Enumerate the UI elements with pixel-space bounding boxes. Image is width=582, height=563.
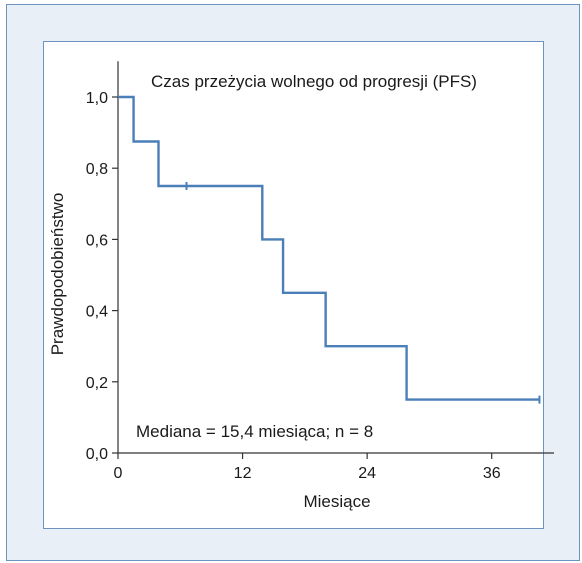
figure-outer-frame [6, 4, 580, 561]
y-axis-title: Prawdopodobieństwo [48, 193, 67, 356]
x-tick-label: 0 [114, 465, 123, 482]
y-tick-label: 0,0 [86, 446, 108, 463]
x-ticks: 0 12 24 36 [114, 453, 501, 482]
axes [117, 61, 554, 454]
y-tick-label: 0,8 [86, 161, 108, 178]
y-ticks: 0,0 0,2 0,4 0,6 0,8 1,0 [86, 90, 118, 463]
x-axis-title: Miesiące [303, 492, 370, 511]
y-tick-label: 0,6 [86, 232, 108, 249]
y-tick-label: 0,4 [86, 304, 108, 321]
censor-marks [185, 182, 541, 404]
x-tick-label: 24 [358, 465, 376, 482]
median-annotation: Mediana = 15,4 miesiąca; n = 8 [136, 422, 373, 441]
x-tick-label: 36 [483, 465, 501, 482]
km-survival-curve [118, 95, 540, 401]
chart-title: Czas przeżycia wolnego od progresji (PFS… [151, 72, 477, 91]
figure-inner-panel [43, 41, 544, 529]
y-tick-label: 1,0 [86, 90, 108, 107]
y-tick-label: 0,2 [86, 375, 108, 392]
x-tick-label: 12 [234, 465, 252, 482]
